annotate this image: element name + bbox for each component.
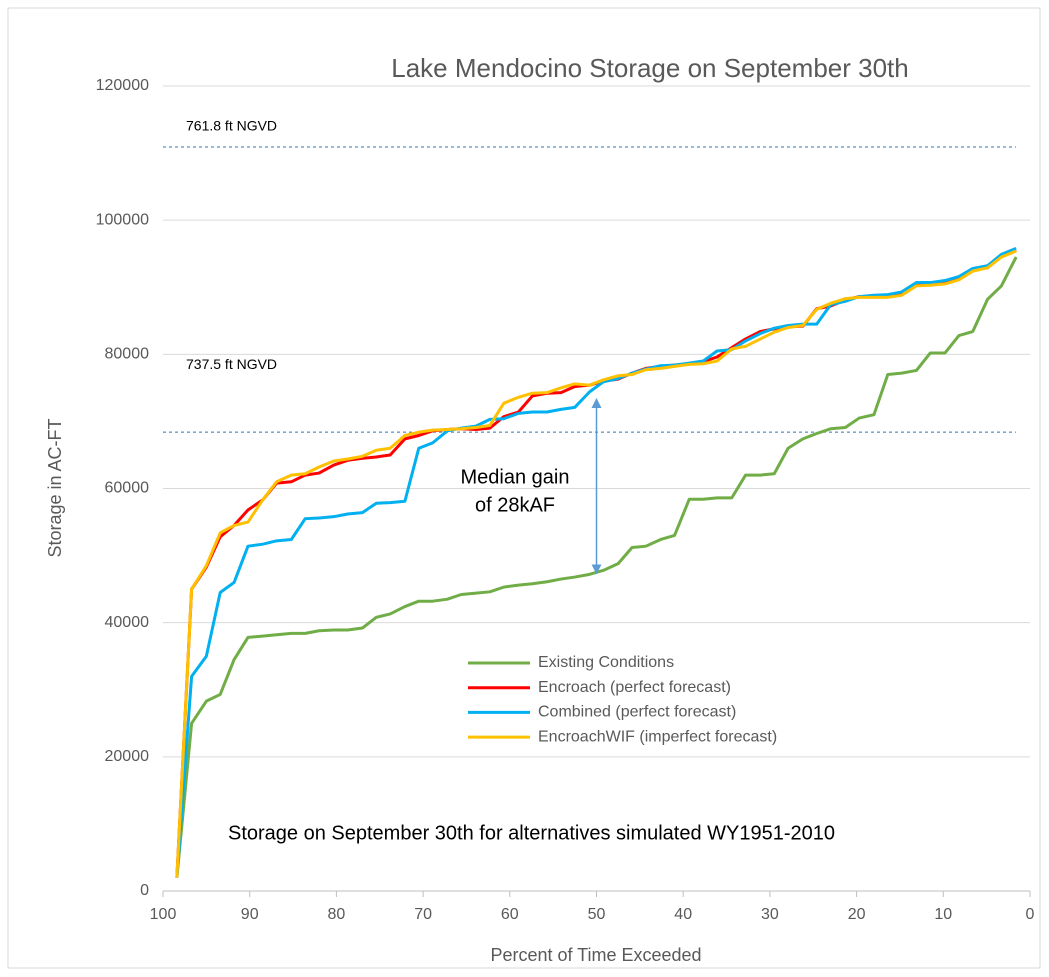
- x-tick-label: 20: [848, 906, 866, 923]
- legend-label: Combined (perfect forecast): [538, 704, 736, 721]
- legend-label: EncroachWIF (imperfect forecast): [538, 728, 777, 745]
- annotation-text: Median gain: [461, 466, 570, 488]
- y-tick-label: 0: [140, 882, 149, 899]
- annotation-text: of 28kAF: [475, 494, 555, 516]
- chart-title: Lake Mendocino Storage on September 30th: [391, 53, 908, 83]
- x-tick-label: 10: [934, 906, 952, 923]
- y-tick-label: 80000: [105, 346, 150, 363]
- y-tick-label: 40000: [105, 614, 150, 631]
- y-tick-label: 100000: [96, 211, 149, 228]
- reference-label: 737.5 ft NGVD: [186, 356, 277, 372]
- y-tick-label: 120000: [96, 77, 149, 94]
- x-tick-label: 100: [150, 906, 177, 923]
- reference-label: 761.8 ft NGVD: [186, 118, 277, 134]
- footnote: Storage on September 30th for alternativ…: [228, 822, 835, 844]
- x-tick-label: 40: [674, 906, 692, 923]
- y-axis-label: Storage in AC-FT: [45, 418, 65, 557]
- y-tick-label: 60000: [105, 480, 150, 497]
- x-tick-label: 90: [241, 906, 259, 923]
- x-tick-label: 70: [414, 906, 432, 923]
- legend-label: Existing Conditions: [538, 654, 674, 671]
- y-tick-label: 20000: [105, 748, 150, 765]
- series-line: [175, 249, 1017, 878]
- legend-label: Encroach (perfect forecast): [538, 679, 731, 696]
- x-tick-label: 50: [588, 906, 606, 923]
- x-tick-label: 60: [501, 906, 519, 923]
- x-tick-label: 30: [761, 906, 779, 923]
- x-tick-label: 80: [328, 906, 346, 923]
- series-line: [175, 246, 1017, 878]
- x-tick-label: 0: [1026, 906, 1035, 923]
- x-axis-label: Percent of Time Exceeded: [490, 945, 701, 965]
